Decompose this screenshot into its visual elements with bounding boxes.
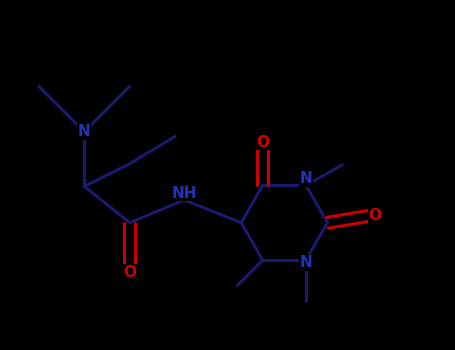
Text: O: O — [256, 135, 269, 150]
Text: N: N — [299, 171, 312, 186]
Text: N: N — [299, 255, 312, 270]
Text: O: O — [369, 208, 382, 223]
Text: N: N — [78, 124, 91, 139]
Text: NH: NH — [172, 186, 197, 201]
Text: O: O — [123, 265, 136, 280]
